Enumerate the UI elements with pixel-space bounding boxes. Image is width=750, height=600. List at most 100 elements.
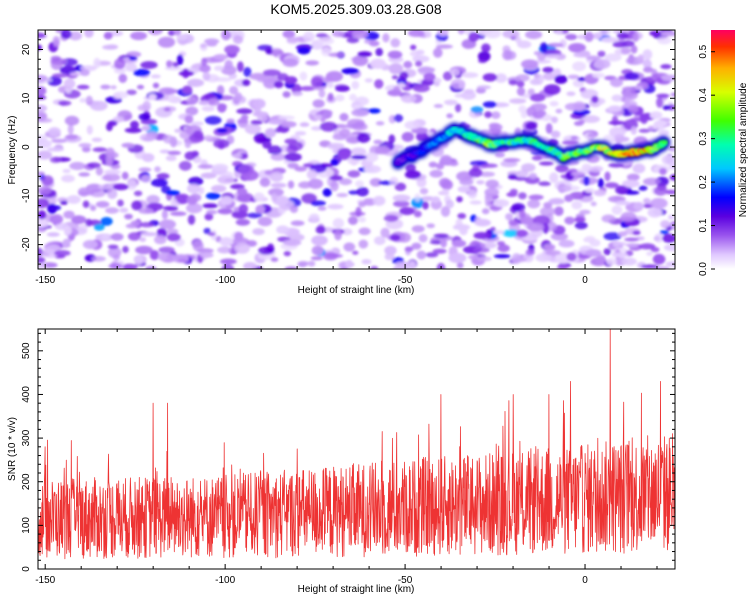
spectrogram-noise-blob	[455, 103, 462, 113]
colorbar-tick-label: 0.0	[698, 262, 709, 276]
spectrogram-noise-blob	[187, 78, 205, 87]
spectrogram-noise-blob	[347, 170, 361, 178]
spectrogram-noise-blob	[93, 223, 105, 231]
spectrogram-noise-blob	[337, 149, 351, 160]
spectrogram-noise-blob	[199, 252, 214, 258]
spectrogram-noise-blob	[159, 149, 171, 154]
spectrogram-noise-blob	[69, 161, 86, 171]
spectrogram-noise-blob	[404, 170, 421, 179]
spectrogram-noise-blob	[650, 197, 668, 209]
colorbar-label: Normalized spectral amplitude	[738, 82, 749, 217]
spectrogram-noise-blob	[446, 113, 454, 119]
spectrogram-noise-blob	[584, 31, 594, 42]
spectrogram-noise-blob	[601, 37, 619, 43]
spectrogram-noise-blob	[493, 254, 511, 259]
spectrogram-noise-blob	[241, 114, 249, 121]
spectrogram-noise-blob	[237, 119, 249, 124]
spectrogram-noise-blob	[47, 203, 57, 215]
spectrogram-noise-blob	[352, 30, 369, 39]
spectrogram-noise-blob	[101, 234, 109, 240]
spectrogram-noise-blob	[191, 121, 204, 126]
spectrogram-noise-blob	[363, 152, 379, 163]
spectrogram-noise-blob	[388, 63, 404, 75]
spectrogram-noise-blob	[514, 176, 527, 181]
snr-ticks: -150 -100 -50 0 0 100 200 300 400 500	[21, 329, 675, 586]
spectrogram-noise-blob	[173, 30, 182, 36]
spectrogram-noise-blob	[289, 205, 299, 214]
colorbar-tick-label: 0.3	[698, 131, 709, 145]
spectrogram-noise-blob	[667, 214, 675, 220]
spectrogram-noise-blob	[612, 240, 620, 248]
spectrogram-noise-blob	[284, 266, 298, 269]
spectrogram-noise-blob	[204, 213, 214, 221]
spectrogram-noise-blob	[422, 201, 429, 210]
spectrogram-noise-blob	[612, 41, 628, 48]
spectrogram-noise-blob	[202, 71, 211, 81]
spectrogram-noise-blob	[299, 122, 310, 127]
spectrogram-noise-blob	[236, 187, 248, 196]
spectrogram-noise-blob	[125, 63, 137, 72]
spectrogram-noise-blob	[58, 100, 72, 106]
spectrogram-noise-blob	[535, 253, 552, 263]
spectrogram-noise-blob	[653, 186, 668, 196]
spectrogram-noise-blob	[162, 134, 174, 144]
spectrogram-noise-blob	[135, 245, 153, 255]
spectrogram-noise-blob	[213, 139, 230, 149]
spectrogram-noise-blob	[78, 143, 92, 148]
spectrogram-noise-blob	[519, 208, 526, 220]
spectrogram-noise-blob	[659, 230, 669, 235]
spectrogram-noise-blob	[428, 161, 438, 168]
spectrogram-y-tick-label: -20	[21, 237, 32, 252]
spectrogram-noise-blob	[176, 54, 184, 66]
spectrogram-noise-blob	[317, 36, 335, 46]
spectrogram-noise-blob	[497, 244, 510, 253]
spectrogram-noise-blob	[620, 47, 632, 55]
spectrogram-noise-blob	[268, 188, 284, 197]
spectrogram-noise-blob	[653, 120, 668, 127]
spectrogram-noise-blob	[485, 179, 499, 189]
spectrogram-noise-blob	[587, 132, 598, 138]
spectrogram-noise-blob	[574, 221, 588, 230]
spectrogram-noise-blob	[603, 232, 622, 241]
spectrogram-noise-blob	[388, 134, 396, 144]
spectrogram-noise-blob	[80, 69, 90, 77]
spectrogram-noise-blob	[369, 178, 383, 187]
spectrogram-noise-blob	[476, 85, 492, 90]
spectrogram-noise-blob	[185, 106, 199, 116]
spectrogram-noise-blob	[411, 225, 425, 233]
spectrogram-noise-blob	[639, 243, 656, 250]
spectrogram-noise-blob	[585, 249, 602, 257]
spectrogram-noise-blob	[317, 206, 327, 211]
spectrogram-noise-blob	[200, 43, 207, 48]
spectrogram-noise-blob	[649, 111, 663, 120]
spectrogram-noise-blob	[131, 200, 143, 211]
spectrogram-noise-blob	[232, 35, 244, 45]
spectrogram-noise-blob	[203, 227, 211, 235]
spectrogram-noise-blob	[551, 116, 558, 124]
spectrogram-noise-blob	[516, 87, 526, 96]
spectrogram-noise-blob	[207, 232, 216, 237]
spectrogram-noise-blob	[525, 121, 538, 131]
spectrogram-noise-blob	[432, 248, 447, 254]
spectrogram-noise-blob	[509, 98, 527, 104]
spectrogram-noise-blob	[542, 72, 556, 81]
spectrogram-noise-blob	[314, 114, 322, 120]
spectrogram-noise-blob	[230, 183, 245, 190]
spectrogram-y-tick-label: 0	[21, 144, 32, 150]
spectrogram-y-tick-label: 10	[21, 92, 32, 104]
spectrogram-noise-blob	[662, 104, 671, 111]
spectrogram-noise-blob	[142, 136, 155, 142]
spectrogram-noise-blob	[238, 203, 249, 214]
spectrogram-noise-blob	[404, 246, 414, 252]
spectrogram-noise-blob	[53, 39, 60, 48]
spectrogram-noise-blob	[508, 79, 518, 86]
spectrogram-noise-blob	[611, 252, 628, 258]
spectrogram-noise-blob	[77, 187, 90, 197]
spectrogram-noise-blob	[198, 100, 210, 106]
spectrogram-noise-blob	[265, 47, 273, 55]
snr-y-tick-label: 400	[21, 386, 32, 403]
spectrogram-noise-blob	[78, 172, 91, 177]
spectrogram-noise-blob	[315, 225, 326, 234]
spectrogram-noise-blob	[516, 169, 529, 178]
spectrogram-noise-blob	[203, 93, 215, 99]
